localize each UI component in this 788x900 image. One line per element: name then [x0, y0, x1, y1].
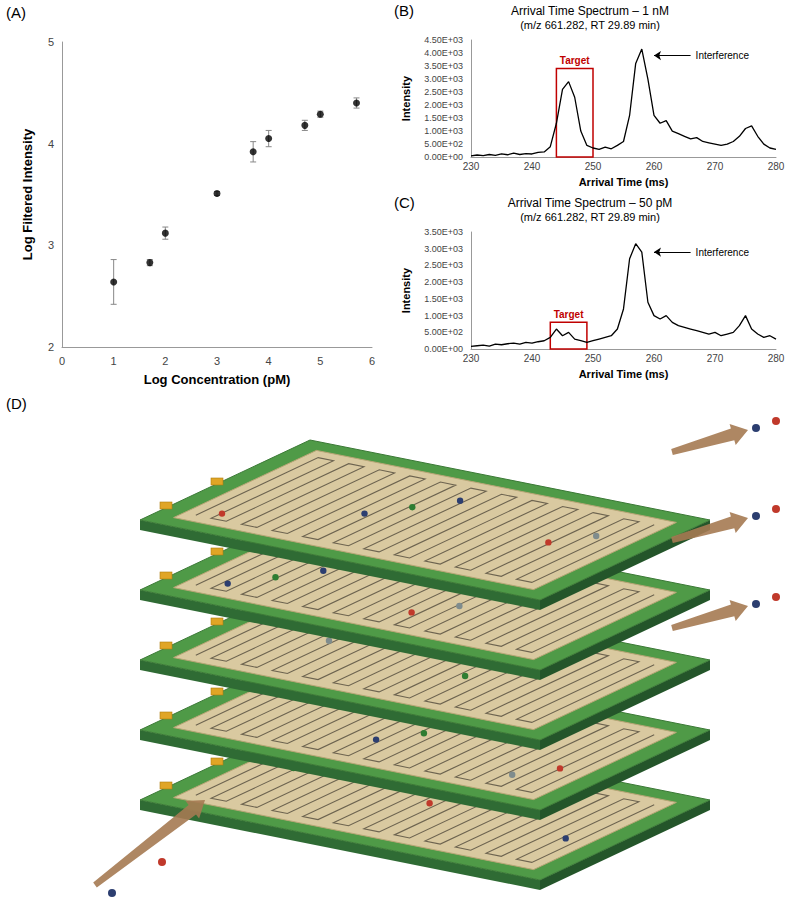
svg-text:5.00E+02: 5.00E+02: [424, 327, 463, 337]
html-text:(D): (D): [6, 395, 27, 412]
svg-text:4: 4: [48, 138, 54, 150]
svg-text:2.00E+03: 2.00E+03: [424, 100, 463, 110]
svg-text:2: 2: [162, 355, 168, 367]
svg-text:Log Concentration (pM): Log Concentration (pM): [144, 372, 291, 387]
svg-text:250: 250: [585, 353, 602, 364]
svg-text:Arrival Time Spectrum – 1 nM: Arrival Time Spectrum – 1 nM: [511, 4, 669, 18]
svg-text:260: 260: [646, 353, 663, 364]
svg-text:(m/z 661.282, RT 29.89 min): (m/z 661.282, RT 29.89 min): [520, 211, 660, 223]
svg-text:0: 0: [59, 355, 65, 367]
svg-text:Interference: Interference: [696, 50, 750, 61]
svg-text:270: 270: [707, 353, 724, 364]
svg-text:240: 240: [524, 353, 541, 364]
svg-text:4.50E+03: 4.50E+03: [424, 35, 463, 45]
svg-text:3.00E+03: 3.00E+03: [424, 74, 463, 84]
svg-text:3.50E+03: 3.50E+03: [424, 61, 463, 71]
svg-text:Log Filtered Intensity: Log Filtered Intensity: [20, 128, 35, 260]
svg-text:260: 260: [646, 161, 663, 172]
svg-text:2.00E+03: 2.00E+03: [424, 277, 463, 287]
html-text:(A): (A): [6, 4, 26, 21]
svg-text:270: 270: [707, 161, 724, 172]
svg-text:2.50E+03: 2.50E+03: [424, 87, 463, 97]
svg-text:250: 250: [585, 161, 602, 172]
svg-text:280: 280: [768, 353, 785, 364]
svg-text:(m/z 661.282, RT 29.89 min): (m/z 661.282, RT 29.89 min): [520, 19, 660, 31]
svg-text:0.00E+00: 0.00E+00: [424, 152, 463, 162]
svg-text:230: 230: [463, 353, 480, 364]
svg-text:6: 6: [369, 355, 375, 367]
svg-text:1: 1: [111, 355, 117, 367]
svg-text:280: 280: [768, 161, 785, 172]
svg-text:3: 3: [214, 355, 220, 367]
svg-text:4: 4: [266, 355, 272, 367]
html-text:(C): (C): [394, 194, 415, 211]
svg-text:Target: Target: [560, 55, 590, 66]
svg-text:Intensity: Intensity: [400, 267, 412, 313]
svg-text:1.00E+03: 1.00E+03: [424, 311, 463, 321]
svg-text:5.00E+02: 5.00E+02: [424, 139, 463, 149]
svg-text:Intensity: Intensity: [400, 75, 412, 121]
svg-text:5: 5: [48, 36, 54, 48]
svg-text:2: 2: [48, 341, 54, 353]
svg-text:Arrival Time (ms): Arrival Time (ms): [579, 176, 669, 188]
svg-text:3.00E+03: 3.00E+03: [424, 244, 463, 254]
svg-text:5: 5: [317, 355, 323, 367]
svg-text:2.50E+03: 2.50E+03: [424, 260, 463, 270]
svg-text:Arrival Time Spectrum – 50 pM: Arrival Time Spectrum – 50 pM: [508, 196, 673, 210]
svg-text:240: 240: [524, 161, 541, 172]
svg-text:Arrival Time (ms): Arrival Time (ms): [579, 368, 669, 380]
svg-text:3: 3: [48, 239, 54, 251]
svg-text:1.50E+03: 1.50E+03: [424, 113, 463, 123]
svg-text:3.50E+03: 3.50E+03: [424, 227, 463, 237]
svg-text:Target: Target: [554, 309, 584, 320]
svg-text:4.00E+03: 4.00E+03: [424, 48, 463, 58]
svg-text:1.50E+03: 1.50E+03: [424, 294, 463, 304]
svg-text:Interference: Interference: [696, 247, 750, 258]
svg-text:230: 230: [463, 161, 480, 172]
svg-text:0.00E+00: 0.00E+00: [424, 344, 463, 354]
svg-text:1.00E+03: 1.00E+03: [424, 126, 463, 136]
html-text:(B): (B): [394, 2, 414, 19]
